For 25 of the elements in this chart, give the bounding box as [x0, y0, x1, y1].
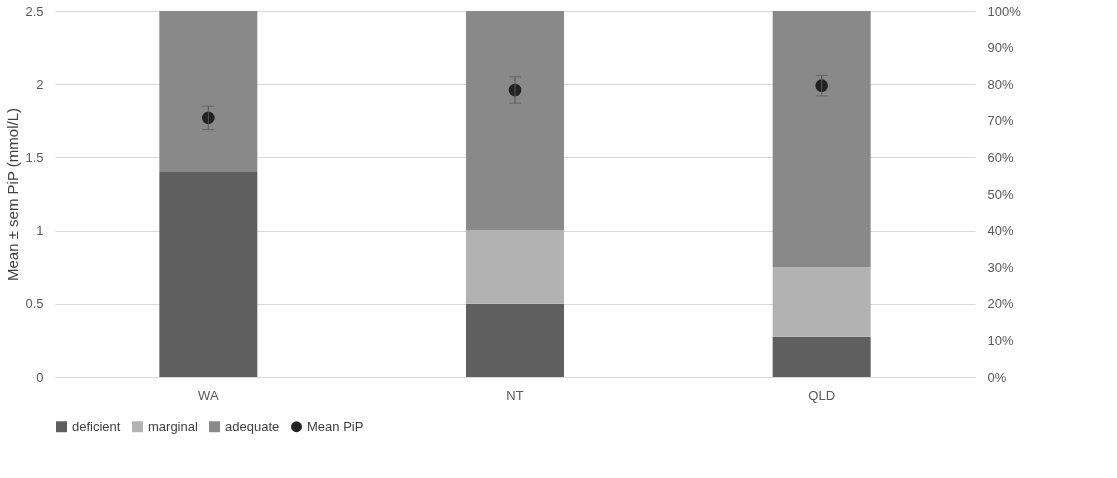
- y2-tick-label: 0%: [987, 369, 1007, 385]
- y-tick-label: 0.5: [25, 296, 44, 312]
- y2-tick-label: 20%: [987, 296, 1014, 312]
- y2-tick-label: 70%: [987, 113, 1014, 129]
- y2-tick-label: 100%: [987, 3, 1022, 19]
- y2-tick-label: 30%: [987, 259, 1014, 275]
- y2-tick-label: 10%: [987, 332, 1014, 348]
- legend-label: marginal: [148, 418, 198, 434]
- y-axis-title: Mean ± sem PiP (mmol/L): [4, 108, 22, 281]
- y2-tick-label: 60%: [987, 149, 1014, 165]
- legend-label: deficient: [72, 418, 121, 434]
- y-tick-label: 1.5: [25, 149, 44, 165]
- y-tick-label: 0: [36, 369, 44, 385]
- y-tick-label: 2.5: [25, 3, 44, 19]
- y2-tick-label: 80%: [987, 76, 1014, 92]
- y-tick-label: 1: [36, 223, 44, 239]
- legend-label: Mean PiP: [307, 418, 364, 434]
- x-tick-label: WA: [198, 387, 219, 403]
- y-tick-label: 2: [36, 76, 44, 92]
- y2-tick-label: 50%: [987, 186, 1014, 202]
- legend-label: adequate: [225, 418, 280, 434]
- x-tick-label: NT: [506, 387, 524, 403]
- y2-tick-label: 40%: [987, 223, 1014, 239]
- x-tick-label: QLD: [808, 387, 836, 403]
- y2-tick-label: 90%: [987, 40, 1014, 56]
